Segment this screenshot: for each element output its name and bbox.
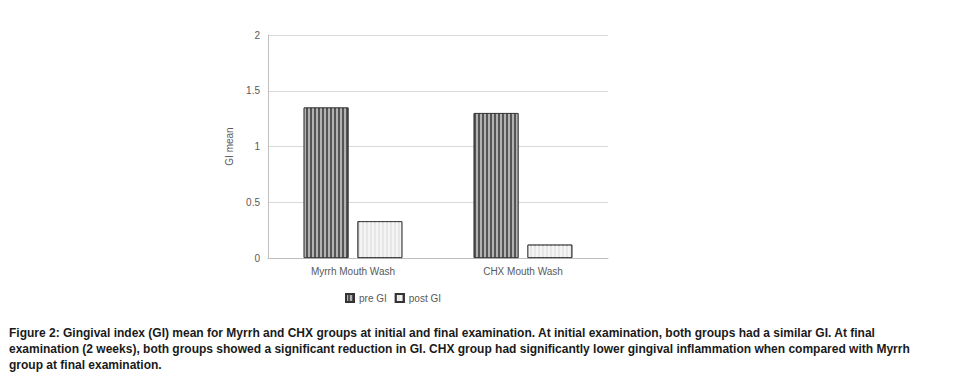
svg-text:2: 2 — [254, 30, 260, 41]
svg-text:group at final examination.: group at final examination. — [9, 358, 162, 372]
svg-text:examination (2 weeks), both gr: examination (2 weeks), both groups showe… — [9, 342, 913, 356]
svg-text:0: 0 — [254, 253, 260, 264]
svg-text:post GI: post GI — [409, 293, 441, 304]
svg-text:1.5: 1.5 — [246, 85, 260, 96]
svg-text:CHX Mouth Wash: CHX Mouth Wash — [483, 266, 563, 277]
svg-text:GI mean: GI mean — [224, 127, 235, 165]
svg-text:1: 1 — [254, 141, 260, 152]
svg-text:pre GI: pre GI — [359, 293, 387, 304]
svg-text:Figure 2: Gingival index (GI): Figure 2: Gingival index (GI) mean for M… — [9, 326, 878, 340]
svg-text:0.5: 0.5 — [246, 197, 260, 208]
svg-text:Myrrh Mouth Wash: Myrrh Mouth Wash — [311, 266, 395, 277]
